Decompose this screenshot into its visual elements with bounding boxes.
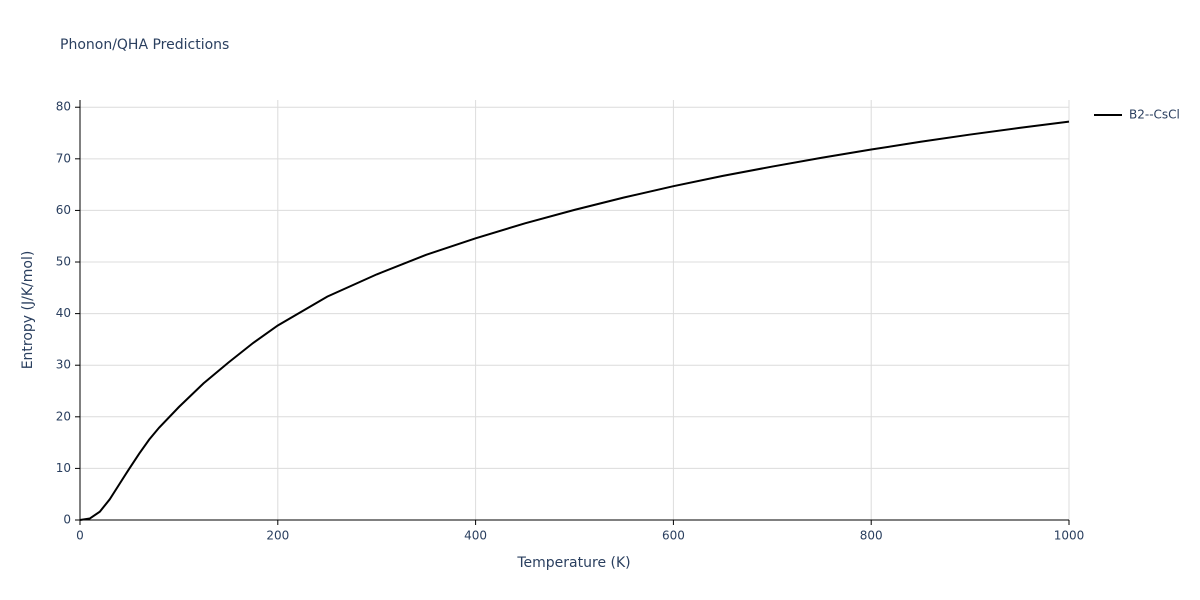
- y-tick-label: 60: [56, 203, 71, 217]
- x-tick-label: 800: [860, 529, 883, 543]
- x-tick-label: 1000: [1054, 529, 1085, 543]
- y-tick-label: 50: [56, 255, 71, 269]
- x-tick-label: 200: [266, 529, 289, 543]
- y-tick-label: 20: [56, 409, 71, 423]
- y-tick-label: 10: [56, 461, 71, 475]
- series-line: [79, 120, 1070, 521]
- y-tick-label: 0: [63, 513, 71, 527]
- x-tick-label: 0: [76, 529, 84, 543]
- chart-title: Phonon/QHA Predictions: [60, 37, 229, 53]
- x-tick-label: 400: [464, 529, 487, 543]
- y-axis-label: Entropy (J/K/mol): [20, 251, 36, 370]
- y-tick-label: 30: [56, 358, 71, 372]
- y-tick-label: 70: [56, 151, 71, 165]
- x-tick-label: 600: [662, 529, 685, 543]
- x-axis-label: Temperature (K): [516, 555, 630, 571]
- y-tick-label: 80: [56, 100, 71, 114]
- y-tick-label: 40: [56, 306, 71, 320]
- legend-label: B2--CsCl: [1129, 108, 1180, 122]
